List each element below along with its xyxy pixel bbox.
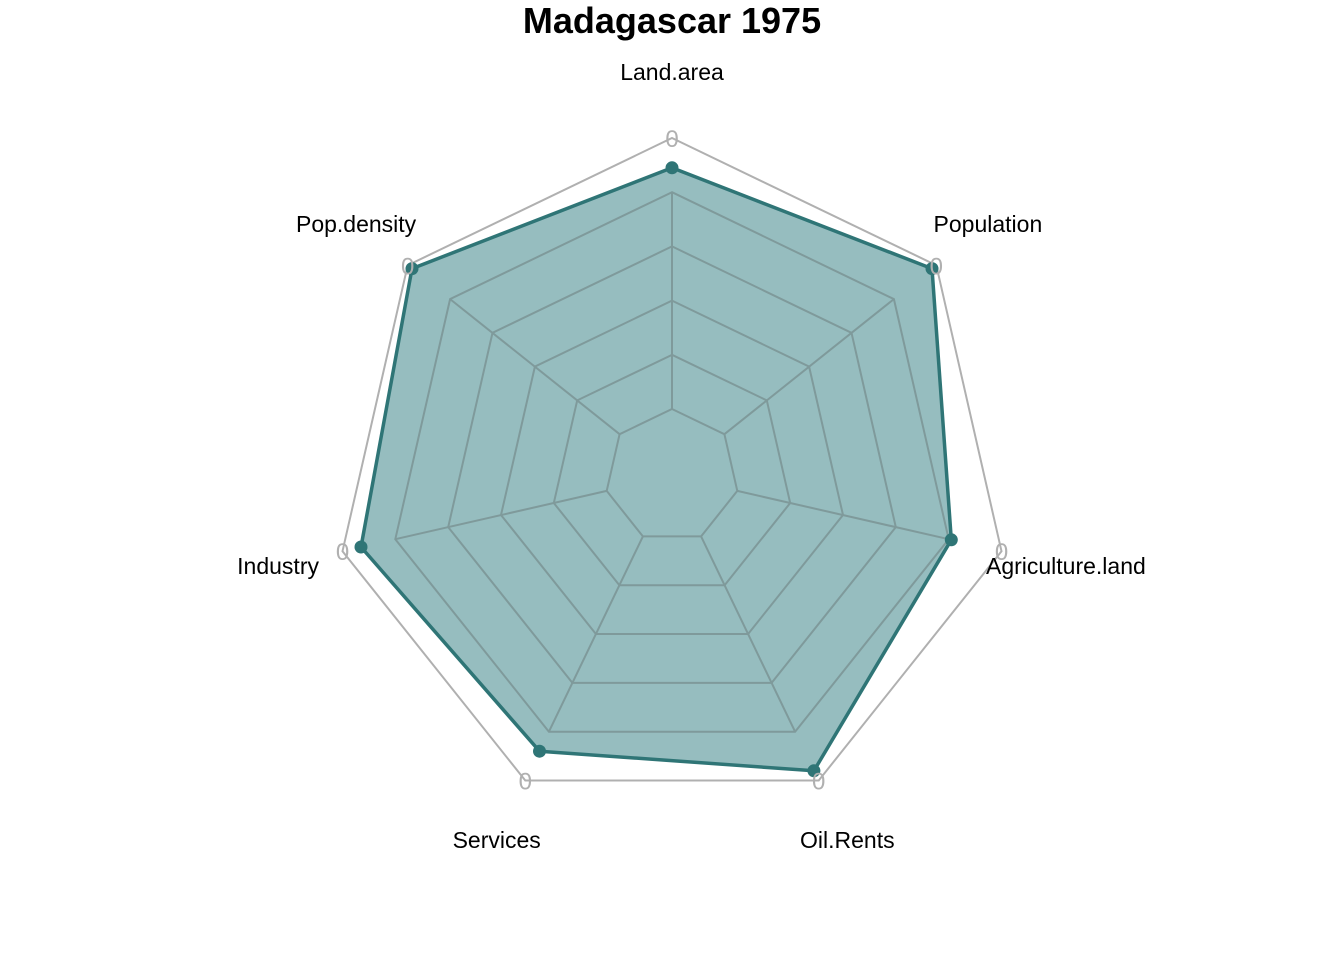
outer-ring-polygon: [341, 136, 1003, 782]
series-points: [354, 161, 958, 778]
series-line: [359, 166, 954, 773]
axis-tick-label-6: 0: [336, 539, 349, 566]
axis-tick-label-1: 0: [665, 126, 678, 153]
data-point-pop-density: [405, 262, 419, 276]
grid-spoke-5: [547, 535, 644, 733]
outer-ring: [341, 136, 1003, 782]
axis-tick-label-7: 0: [401, 253, 414, 280]
data-point-oil-rents: [807, 764, 821, 778]
series-line-polygon: [359, 166, 954, 773]
grid-spoke-2: [723, 298, 895, 435]
axis-label-population: Population: [934, 211, 1043, 237]
axis-tick-label-2: 0: [930, 253, 943, 280]
grid-ring-5: [394, 191, 950, 733]
grid-ring-3: [499, 299, 845, 635]
chart-title: Madagascar 1975: [523, 0, 821, 41]
axis-label-services: Services: [453, 827, 541, 853]
series-area-polygon: [361, 167, 952, 771]
grid-ring-2: [552, 353, 792, 587]
axis-label-oil-rents: Oil.Rents: [800, 827, 895, 853]
axis-label-agriculture-land: Agriculture.land: [986, 553, 1146, 579]
axis-labels: Land.area Population Agriculture.land Oil.R…: [237, 59, 1146, 853]
data-point-agriculture-land: [944, 533, 958, 547]
data-point-industry: [354, 540, 368, 554]
data-point-population: [925, 262, 939, 276]
axis-tick-label-3: 0: [995, 539, 1008, 566]
grid-spoke-6: [395, 489, 607, 541]
grid-web: [394, 191, 950, 733]
grid-spoke-3: [737, 489, 949, 541]
axis-tick-label-5: 0: [519, 769, 532, 796]
series-area: [361, 167, 952, 771]
grid-ring-1: [605, 407, 739, 538]
axis-zero-labels: 0 0 0 0 0 0 0: [336, 126, 1008, 796]
data-point-services: [533, 744, 546, 758]
axis-label-pop-density: Pop.density: [296, 211, 417, 237]
grid-spoke-4: [700, 535, 797, 733]
grid-spoke-7: [449, 298, 621, 435]
data-point-land-area: [665, 161, 679, 175]
axis-tick-label-4: 0: [812, 769, 825, 796]
grid-ring-4: [447, 245, 897, 684]
axis-label-land-area: Land.area: [620, 59, 724, 85]
axis-label-industry: Industry: [237, 553, 319, 579]
